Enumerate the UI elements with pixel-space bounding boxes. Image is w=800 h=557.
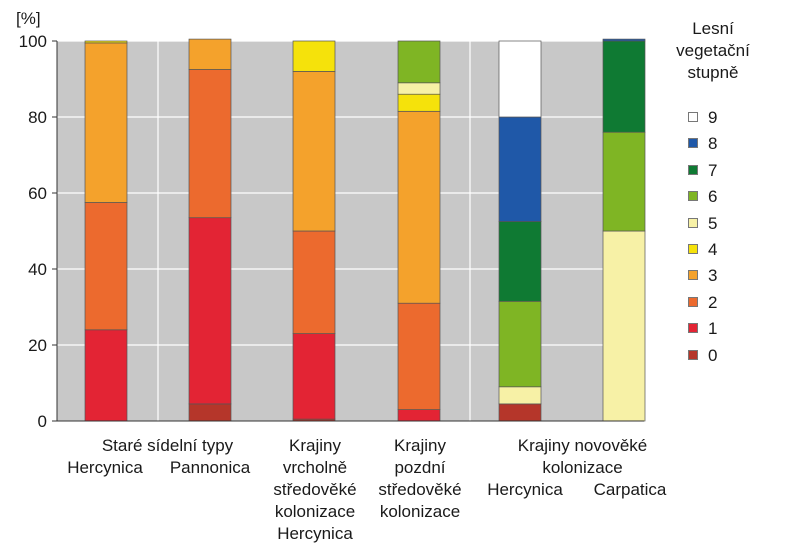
category-label-pozdni: Krajiny pozdní středověké kolonizace bbox=[378, 436, 462, 521]
legend-label: 3 bbox=[708, 266, 718, 286]
bar-segment-3-stupen-3 bbox=[397, 110, 441, 304]
legend-label: 0 bbox=[708, 345, 718, 365]
legend-swatch bbox=[688, 244, 698, 254]
legend-swatch bbox=[688, 270, 698, 281]
bars bbox=[84, 38, 646, 422]
bar-segment-4-stupen-7 bbox=[498, 221, 542, 302]
y-tick-label-0: 0 bbox=[38, 412, 47, 431]
bar-segment-5-stupen-5 bbox=[602, 230, 646, 422]
legend-label: 1 bbox=[708, 319, 718, 339]
gridlines bbox=[57, 40, 644, 421]
legend-label: 7 bbox=[708, 160, 718, 180]
category-label-carpatica: Carpatica bbox=[593, 480, 667, 499]
legend-swatch bbox=[688, 164, 698, 175]
legend-swatch bbox=[688, 138, 698, 149]
bar-segment-1-stupen-0 bbox=[188, 403, 232, 422]
bar-segment-1-stupen-2 bbox=[188, 69, 232, 219]
y-tick-label-40: 40 bbox=[28, 260, 47, 279]
legend-swatch bbox=[688, 217, 698, 228]
legend-swatch bbox=[688, 323, 698, 334]
legend-label: 4 bbox=[708, 240, 718, 259]
bar-segment-4-stupen-6 bbox=[498, 300, 542, 388]
category-label-hercynica: Hercynica bbox=[67, 458, 143, 477]
legend-swatch bbox=[688, 296, 698, 307]
legend-label: 2 bbox=[708, 292, 718, 312]
bar-segment-0-stupen-4 bbox=[84, 40, 128, 44]
bar-segment-4-stupen-9 bbox=[498, 40, 542, 118]
y-tick-label-60: 60 bbox=[28, 184, 47, 203]
category-label-vrcholne: Krajiny vrcholně středověké kolonizace H… bbox=[273, 436, 357, 543]
bar-segment-3-stupen-5 bbox=[397, 82, 441, 95]
bar-segment-4-stupen-8 bbox=[498, 116, 542, 222]
bar-segment-2-stupen-3 bbox=[292, 71, 336, 232]
bar-segment-2-stupen-4 bbox=[292, 40, 336, 72]
bar-segment-4-stupen-0 bbox=[498, 403, 542, 422]
bar-segment-2-stupen-2 bbox=[292, 230, 336, 334]
legend-swatch bbox=[688, 349, 698, 360]
bar-segment-0-stupen-3 bbox=[84, 42, 128, 203]
legend-title: Lesní vegetační stupně bbox=[676, 19, 750, 82]
bar-segment-0-stupen-1 bbox=[84, 329, 128, 422]
y-tick-label-20: 20 bbox=[28, 336, 47, 355]
bar-segment-3-stupen-1 bbox=[397, 409, 441, 422]
legend-label: 8 bbox=[708, 134, 718, 154]
plot-area bbox=[57, 41, 644, 421]
category-label-pannonica: Pannonica bbox=[169, 458, 251, 477]
bar-segment-1-stupen-3 bbox=[188, 38, 232, 70]
bar-segment-4-stupen-5 bbox=[498, 386, 542, 405]
bar-segment-2-stupen-1 bbox=[292, 333, 336, 420]
y-axis-label: [%] bbox=[16, 9, 41, 28]
bar-segment-3-stupen-2 bbox=[397, 302, 441, 410]
bar-segment-5-stupen-8 bbox=[602, 38, 646, 42]
group-label-stare: Staré sídelní typy bbox=[101, 436, 234, 455]
legend-label: 5 bbox=[708, 213, 718, 233]
y-tick-label-80: 80 bbox=[28, 108, 47, 127]
y-tick-label-100: 100 bbox=[19, 32, 47, 51]
legend-swatch bbox=[688, 191, 698, 202]
axes bbox=[52, 40, 644, 422]
bar-segment-3-stupen-4 bbox=[397, 93, 441, 112]
bar-segment-0-stupen-2 bbox=[84, 202, 128, 331]
legend-swatch bbox=[688, 112, 698, 122]
group-label-novoveke: Krajiny novověké kolonizace bbox=[517, 436, 648, 477]
bar-segment-5-stupen-7 bbox=[602, 40, 646, 133]
legend-label: 6 bbox=[708, 187, 718, 207]
category-label-hercynica-2: Hercynica bbox=[487, 480, 563, 499]
bar-segment-3-stupen-6 bbox=[397, 40, 441, 84]
legend-label: 9 bbox=[708, 108, 718, 127]
bar-segment-5-stupen-6 bbox=[602, 131, 646, 232]
y-tick-labels: 0 20 40 60 80 100 bbox=[19, 32, 47, 431]
bar-segment-1-stupen-1 bbox=[188, 217, 232, 405]
